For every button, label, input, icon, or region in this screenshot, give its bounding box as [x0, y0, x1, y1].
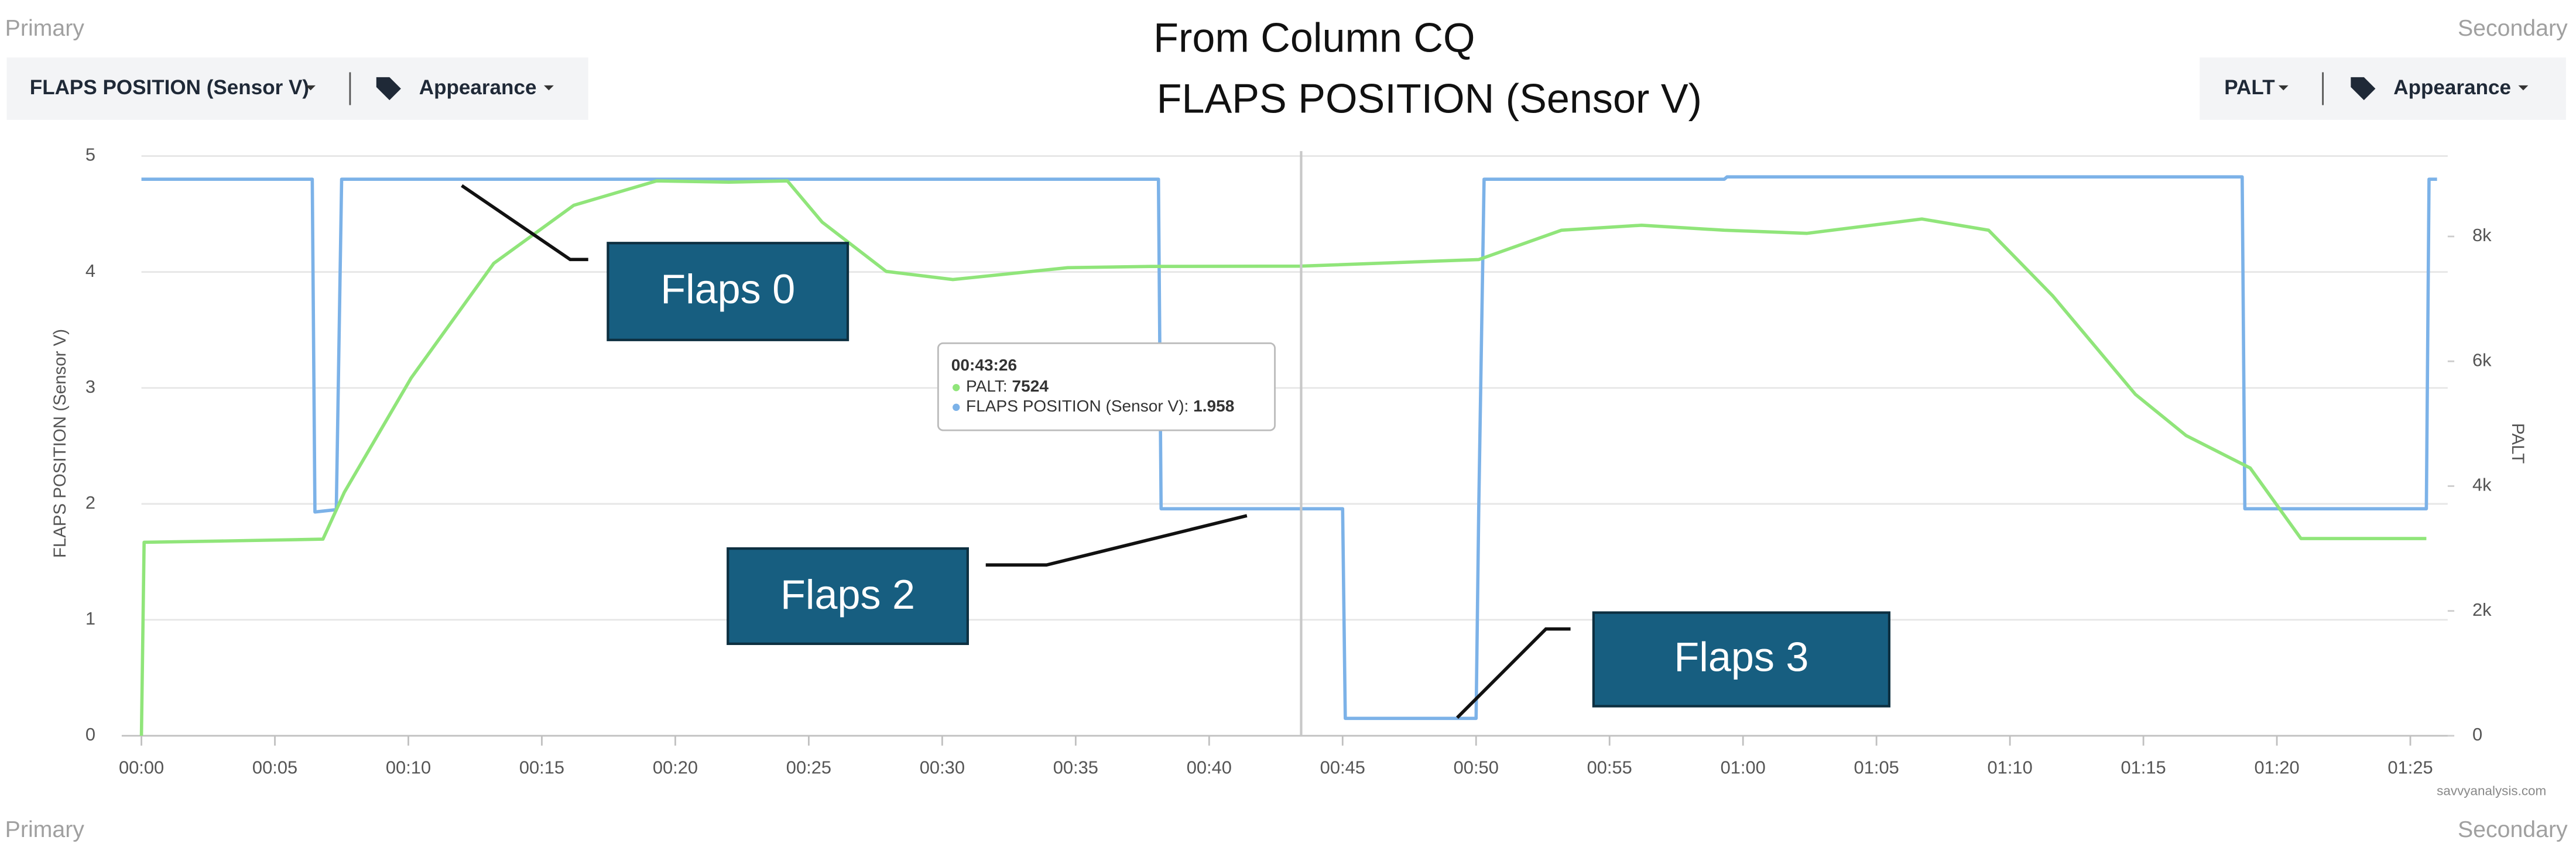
- caret: [2278, 85, 2289, 91]
- series-dropdown[interactable]: PALT: [2224, 76, 2275, 99]
- x-tick-label: 00:45: [1320, 757, 1365, 777]
- y-tick-label: 0: [85, 724, 95, 745]
- data-line: [141, 175, 2437, 721]
- x-tick-label: 00:55: [1587, 757, 1632, 777]
- y-axis-title: FLAPS POSITION (Sensor V): [50, 329, 70, 558]
- y-tick-label: 4: [85, 260, 95, 281]
- plot-area: 0 1 2 3 4 5 0 2k 4k 6k 8k 00:00 00:05 00:10 00:15 00:20…: [85, 145, 2492, 778]
- y2-tick-label: 6k: [2472, 349, 2492, 370]
- y-tick-label: 2: [85, 492, 95, 513]
- callout-line: [985, 514, 1248, 567]
- y-tick-label: 1: [85, 608, 95, 629]
- annotation-text: Flaps 3: [1674, 634, 1808, 680]
- y2-tick-label: 8k: [2472, 225, 2492, 245]
- annotation: Flaps 3: [1456, 611, 1891, 719]
- tooltip-label: PALT:: [966, 378, 1012, 396]
- tooltip-time: 00:43:26: [951, 356, 1017, 374]
- data-line: [139, 179, 2427, 736]
- tooltip-label: FLAPS POSITION (Sensor V):: [966, 397, 1193, 415]
- x-tick-label: 00:35: [1053, 757, 1098, 777]
- x-tick-label: 00:10: [386, 757, 431, 777]
- annotation-text: Flaps 2: [780, 572, 915, 618]
- x-tick-label: 00:25: [786, 757, 831, 777]
- tooltip-box: [937, 342, 1276, 431]
- annotation: Flaps 0: [461, 184, 849, 341]
- annotation-box: [607, 242, 849, 341]
- chart-subtitle: FLAPS POSITION (Sensor V): [1157, 76, 1702, 121]
- y2-axis-title: PALT: [2508, 423, 2527, 464]
- chart-title: From Column CQ: [1153, 15, 1475, 61]
- credit: savvyanalysis.com: [2437, 783, 2546, 798]
- x-tick-label: 00:15: [519, 757, 564, 777]
- y2-tick-label: 4k: [2472, 475, 2492, 495]
- tooltip-item: FLAPS POSITION (Sensor V): 1.958: [966, 397, 1234, 415]
- callout-line: [461, 184, 588, 262]
- tooltip-value: 7524: [1012, 378, 1049, 396]
- caret: [306, 85, 316, 91]
- x-tick-label: 00:50: [1454, 757, 1499, 777]
- caret: [543, 85, 554, 91]
- x-tick-label: 00:05: [252, 757, 297, 777]
- x-tick-label: 00:20: [653, 757, 698, 777]
- secondary-toolbar: [2200, 57, 2566, 120]
- annotation-box: [727, 547, 969, 645]
- series-dropdown[interactable]: FLAPS POSITION (Sensor V): [30, 76, 309, 99]
- tag-icon: [376, 77, 401, 101]
- appearance-dropdown[interactable]: Appearance: [2393, 76, 2511, 99]
- y-tick-label: 5: [85, 145, 95, 165]
- callout-line: [1456, 627, 1571, 719]
- tag-icon: [2351, 77, 2376, 101]
- primary-label: Primary: [5, 817, 85, 842]
- x-tick-label: 01:05: [1854, 757, 1899, 777]
- x-tick-label: 00:00: [119, 757, 164, 777]
- annotation-text: Flaps 0: [660, 266, 795, 312]
- x-tick-label: 00:40: [1187, 757, 1232, 777]
- annotation-box: [1592, 611, 1891, 708]
- primary-label: Primary: [5, 15, 85, 41]
- x-tick-label: 01:15: [2121, 757, 2166, 777]
- x-tick-label: 01:20: [2254, 757, 2299, 777]
- secondary-label: Secondary: [2458, 15, 2568, 41]
- primary-toolbar: [6, 57, 588, 120]
- x-tick-label: 01:00: [1721, 757, 1766, 777]
- tooltip-value: 1.958: [1193, 397, 1234, 415]
- caret: [2518, 85, 2529, 91]
- x-tick-label: 01:10: [1988, 757, 2033, 777]
- x-tick-label: 00:30: [920, 757, 965, 777]
- appearance-dropdown[interactable]: Appearance: [419, 76, 537, 99]
- tooltip-dot: [953, 383, 960, 392]
- tooltip-dot: [953, 403, 960, 411]
- y2-tick-label: 2k: [2472, 599, 2492, 620]
- annotation: Flaps 2: [727, 514, 1248, 645]
- tooltip-item: PALT: 7524: [966, 378, 1049, 396]
- secondary-label: Secondary: [2458, 817, 2568, 842]
- y-tick-label: 3: [85, 376, 95, 397]
- y2-tick-label: 0: [2472, 724, 2482, 745]
- x-tick-label: 01:25: [2387, 757, 2433, 777]
- tooltip: 00:43:26 PALT: 7524 FLAPS POSITION (Sens…: [937, 342, 1276, 431]
